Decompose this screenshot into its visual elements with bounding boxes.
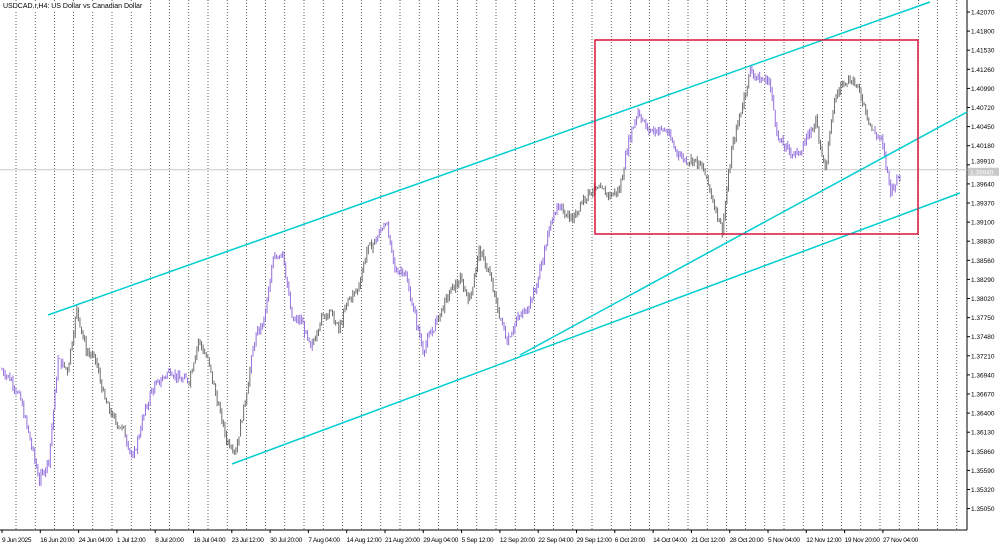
y-tick-label: 1.40720 — [971, 105, 995, 112]
chart-title: USDCAD.r,H4: US Dollar vs Canadian Dolla… — [3, 3, 143, 10]
x-tick-label: 21 Oct 12:00 — [691, 537, 725, 544]
x-tick-label: 5 Sep 12:00 — [462, 537, 494, 544]
x-tick-label: 22 Sep 04:00 — [538, 537, 574, 544]
y-tick-label: 1.35590 — [971, 468, 995, 475]
y-tick-label: 1.40450 — [971, 124, 995, 131]
x-tick-label: 30 Jul 20:00 — [270, 537, 303, 544]
y-tick-label: 1.36940 — [971, 372, 995, 379]
x-tick-label: 29 Aug 04:00 — [423, 537, 458, 544]
x-tick-label: 28 Oct 20:00 — [730, 537, 764, 544]
x-tick-label: 8 Jul 20:00 — [155, 537, 184, 544]
x-tick-label: 12 Sep 20:00 — [500, 537, 536, 544]
y-tick-label: 1.37210 — [971, 353, 995, 360]
x-tick-label: 19 Nov 20:00 — [845, 537, 881, 544]
x-tick-label: 29 Sep 12:00 — [577, 537, 613, 544]
x-tick-label: 6 Oct 20:00 — [615, 537, 646, 544]
y-tick-label: 1.40180 — [971, 143, 995, 150]
x-tick-label: 23 Jul 12:00 — [232, 537, 265, 544]
x-tick-label: 24 Jun 04:00 — [79, 537, 114, 544]
trendline — [231, 192, 961, 465]
y-tick-label: 1.38290 — [971, 277, 995, 284]
current-price-label: 1.39840 — [970, 169, 994, 176]
x-tick-label: 16 Jun 20:00 — [40, 537, 75, 544]
x-tick-label: 14 Oct 04:00 — [653, 537, 687, 544]
y-tick-label: 1.35050 — [971, 506, 995, 513]
x-tick-label: 21 Aug 20:00 — [385, 537, 420, 544]
x-tick-label: 14 Aug 12:00 — [347, 537, 382, 544]
y-tick-label: 1.38830 — [971, 239, 995, 246]
y-tick-label: 1.36400 — [971, 411, 995, 418]
y-tick-label: 1.42070 — [971, 10, 995, 17]
y-tick-label: 1.39370 — [971, 201, 995, 208]
x-tick-label: 1 Jul 12:00 — [117, 537, 146, 544]
y-tick-label: 1.37750 — [971, 315, 995, 322]
y-tick-label: 1.35860 — [971, 449, 995, 456]
y-tick-label: 1.41800 — [971, 29, 995, 36]
x-tick-label: 5 Nov 04:00 — [768, 537, 800, 544]
highlight-rectangle — [594, 39, 919, 235]
y-tick-label: 1.36670 — [971, 392, 995, 399]
y-tick-label: 1.35320 — [971, 487, 995, 494]
y-tick-label: 1.41530 — [971, 48, 995, 55]
y-tick-label: 1.38020 — [971, 296, 995, 303]
trendline — [47, 1, 931, 316]
x-tick-label: 9 Jun 2025 — [2, 537, 32, 544]
y-tick-label: 1.39910 — [971, 158, 995, 165]
current-price-badge — [968, 167, 999, 176]
x-tick-label: 7 Aug 04:00 — [308, 537, 340, 544]
y-tick-label: 1.39100 — [971, 220, 995, 227]
y-tick-label: 1.37480 — [971, 334, 995, 341]
x-tick-label: 12 Nov 12:00 — [806, 537, 842, 544]
y-tick-label: 1.38560 — [971, 258, 995, 265]
x-tick-label: 27 Nov 04:00 — [883, 537, 919, 544]
x-tick-label: 16 Jul 04:00 — [194, 537, 227, 544]
y-tick-label: 1.39640 — [971, 181, 995, 188]
y-tick-label: 1.40990 — [971, 86, 995, 93]
y-tick-label: 1.41260 — [971, 67, 995, 74]
y-tick-label: 1.36130 — [971, 430, 995, 437]
